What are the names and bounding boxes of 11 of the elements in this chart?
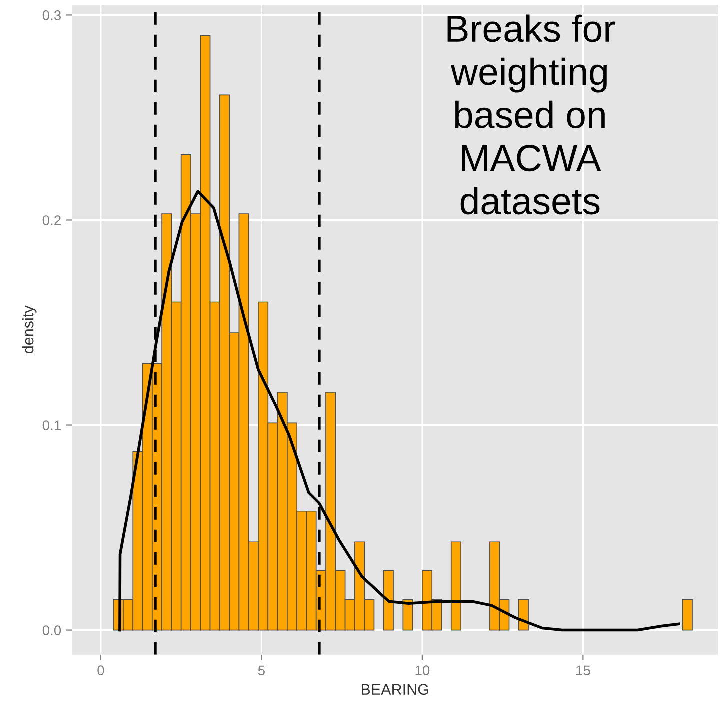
y-tick-label: 0.3 <box>42 10 62 20</box>
x-tick-label: 15 <box>576 666 590 676</box>
x-tick-label: 0 <box>98 666 104 676</box>
x-tick-label: 5 <box>258 666 265 676</box>
x-tick-label: 10 <box>416 666 430 676</box>
x-axis-title: BEARING <box>362 684 428 696</box>
y-tick-label: 0.1 <box>42 420 61 430</box>
y-axis-title: density <box>22 306 37 354</box>
y-tick-label: 0.0 <box>42 626 62 636</box>
annotation: Breaks for weighting based on MACWA datasets <box>448 14 615 215</box>
y-tick-label: 0.2 <box>42 216 61 226</box>
